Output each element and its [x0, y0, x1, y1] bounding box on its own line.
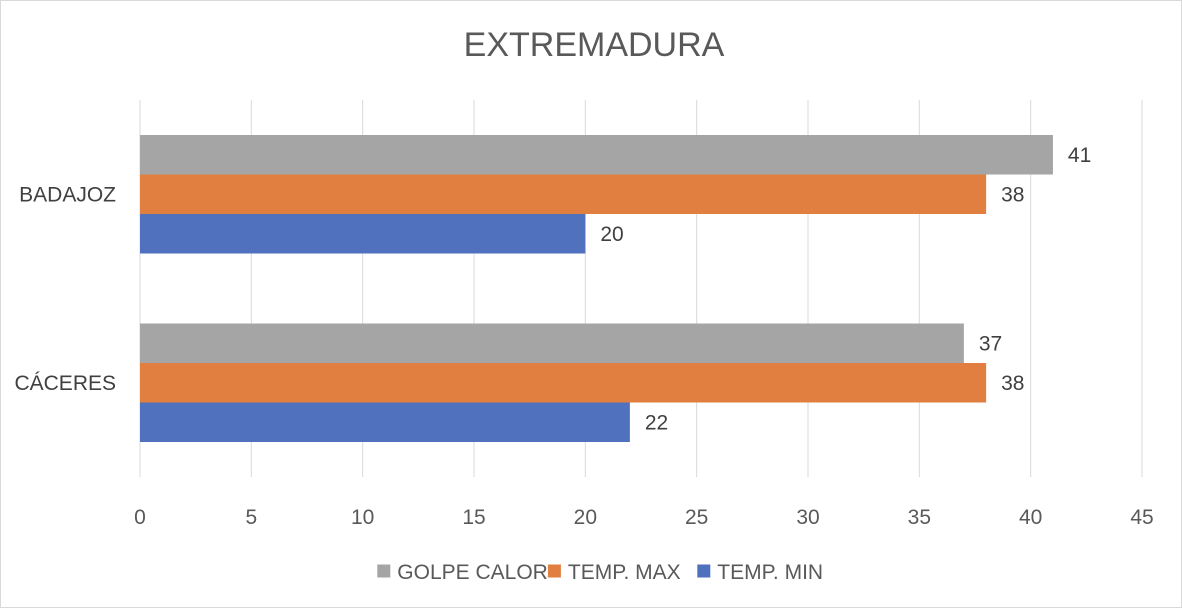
- category-label: CÁCERES: [14, 372, 116, 395]
- x-tick-label: 15: [462, 506, 485, 529]
- data-label: 22: [645, 411, 668, 434]
- chart-title: EXTREMADURA: [464, 26, 725, 64]
- x-tick-label: 5: [245, 506, 257, 529]
- bar-badajoz-temp-max: [140, 174, 987, 214]
- data-label: 41: [1068, 144, 1091, 167]
- bar-badajoz-golpe-calor: [140, 135, 1053, 175]
- x-tick-labels: 0 5 10 15 20 25 30 35 40 45: [134, 506, 1154, 529]
- bar-cáceres-temp-max: [140, 363, 987, 403]
- x-tick-label: 25: [685, 506, 708, 529]
- bar-cáceres-golpe-calor: [140, 323, 964, 363]
- x-tick-label: 45: [1130, 506, 1153, 529]
- legend-item-golpe-calor: GOLPE CALOR: [377, 561, 548, 584]
- legend: GOLPE CALOR TEMP. MAX TEMP. MIN: [377, 561, 823, 584]
- legend-swatch: [697, 564, 711, 578]
- legend-label: TEMP. MIN: [717, 561, 823, 584]
- x-tick-label: 10: [351, 506, 374, 529]
- x-tick-label: 35: [908, 506, 931, 529]
- category-label: BADAJOZ: [19, 183, 116, 206]
- x-tick-label: 30: [796, 506, 819, 529]
- legend-item-temp-min: TEMP. MIN: [697, 561, 823, 584]
- x-tick-label: 20: [574, 506, 597, 529]
- x-tick-label: 0: [134, 506, 146, 529]
- bars: [140, 135, 1053, 442]
- bar-badajoz-temp-min: [140, 214, 586, 254]
- data-label: 38: [1001, 372, 1024, 395]
- bar-cáceres-temp-min: [140, 402, 630, 442]
- data-label: 37: [979, 332, 1002, 355]
- category-labels: BADAJOZ CÁCERES: [14, 183, 116, 395]
- data-labels: 41 38 20 37 38 22: [600, 144, 1091, 435]
- data-label: 38: [1001, 183, 1024, 206]
- legend-label: TEMP. MAX: [568, 561, 681, 584]
- x-tick-label: 40: [1019, 506, 1042, 529]
- legend-item-temp-max: TEMP. MAX: [547, 561, 681, 584]
- legend-label: GOLPE CALOR: [397, 561, 548, 584]
- data-label: 20: [600, 223, 623, 246]
- legend-swatch: [377, 564, 391, 578]
- legend-swatch: [547, 564, 561, 578]
